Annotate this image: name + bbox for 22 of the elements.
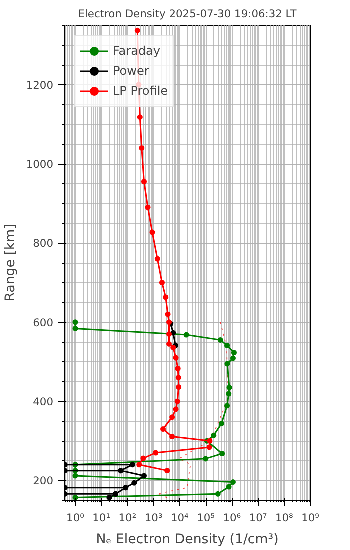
y-tick-label: 800 (33, 237, 54, 250)
y-tick-label: 1200 (26, 78, 54, 92)
legend-label: Faraday (113, 44, 161, 58)
y-axis-title: Range [km] (3, 224, 18, 302)
x-tick-label: 10⁴ (171, 512, 189, 524)
x-tick-label: 10⁹ (302, 512, 320, 524)
y-tick-label: 400 (33, 396, 54, 409)
x-tick-label: 10⁷ (249, 512, 268, 524)
y-tick-label: 600 (33, 316, 54, 330)
x-tick-label: 10⁶ (223, 512, 242, 524)
y-tick-label: 1000 (26, 158, 54, 172)
legend-label: LP Profile (113, 84, 168, 98)
y-tick-label: 200 (33, 474, 54, 488)
legend-label: Power (113, 64, 150, 78)
x-tick-label: 10⁸ (275, 512, 294, 524)
x-tick-label: 10¹ (92, 512, 111, 524)
x-axis-title: Nₑ Electron Density (1/cm³) (96, 532, 279, 548)
x-tick-label: 10² (118, 512, 137, 524)
x-tick-label: 10⁵ (197, 512, 215, 524)
x-tick-label: 10³ (144, 512, 163, 524)
chart-title: Electron Density 2025-07-30 19:06:32 LT (78, 8, 298, 20)
x-tick-label: 10⁰ (66, 512, 84, 524)
